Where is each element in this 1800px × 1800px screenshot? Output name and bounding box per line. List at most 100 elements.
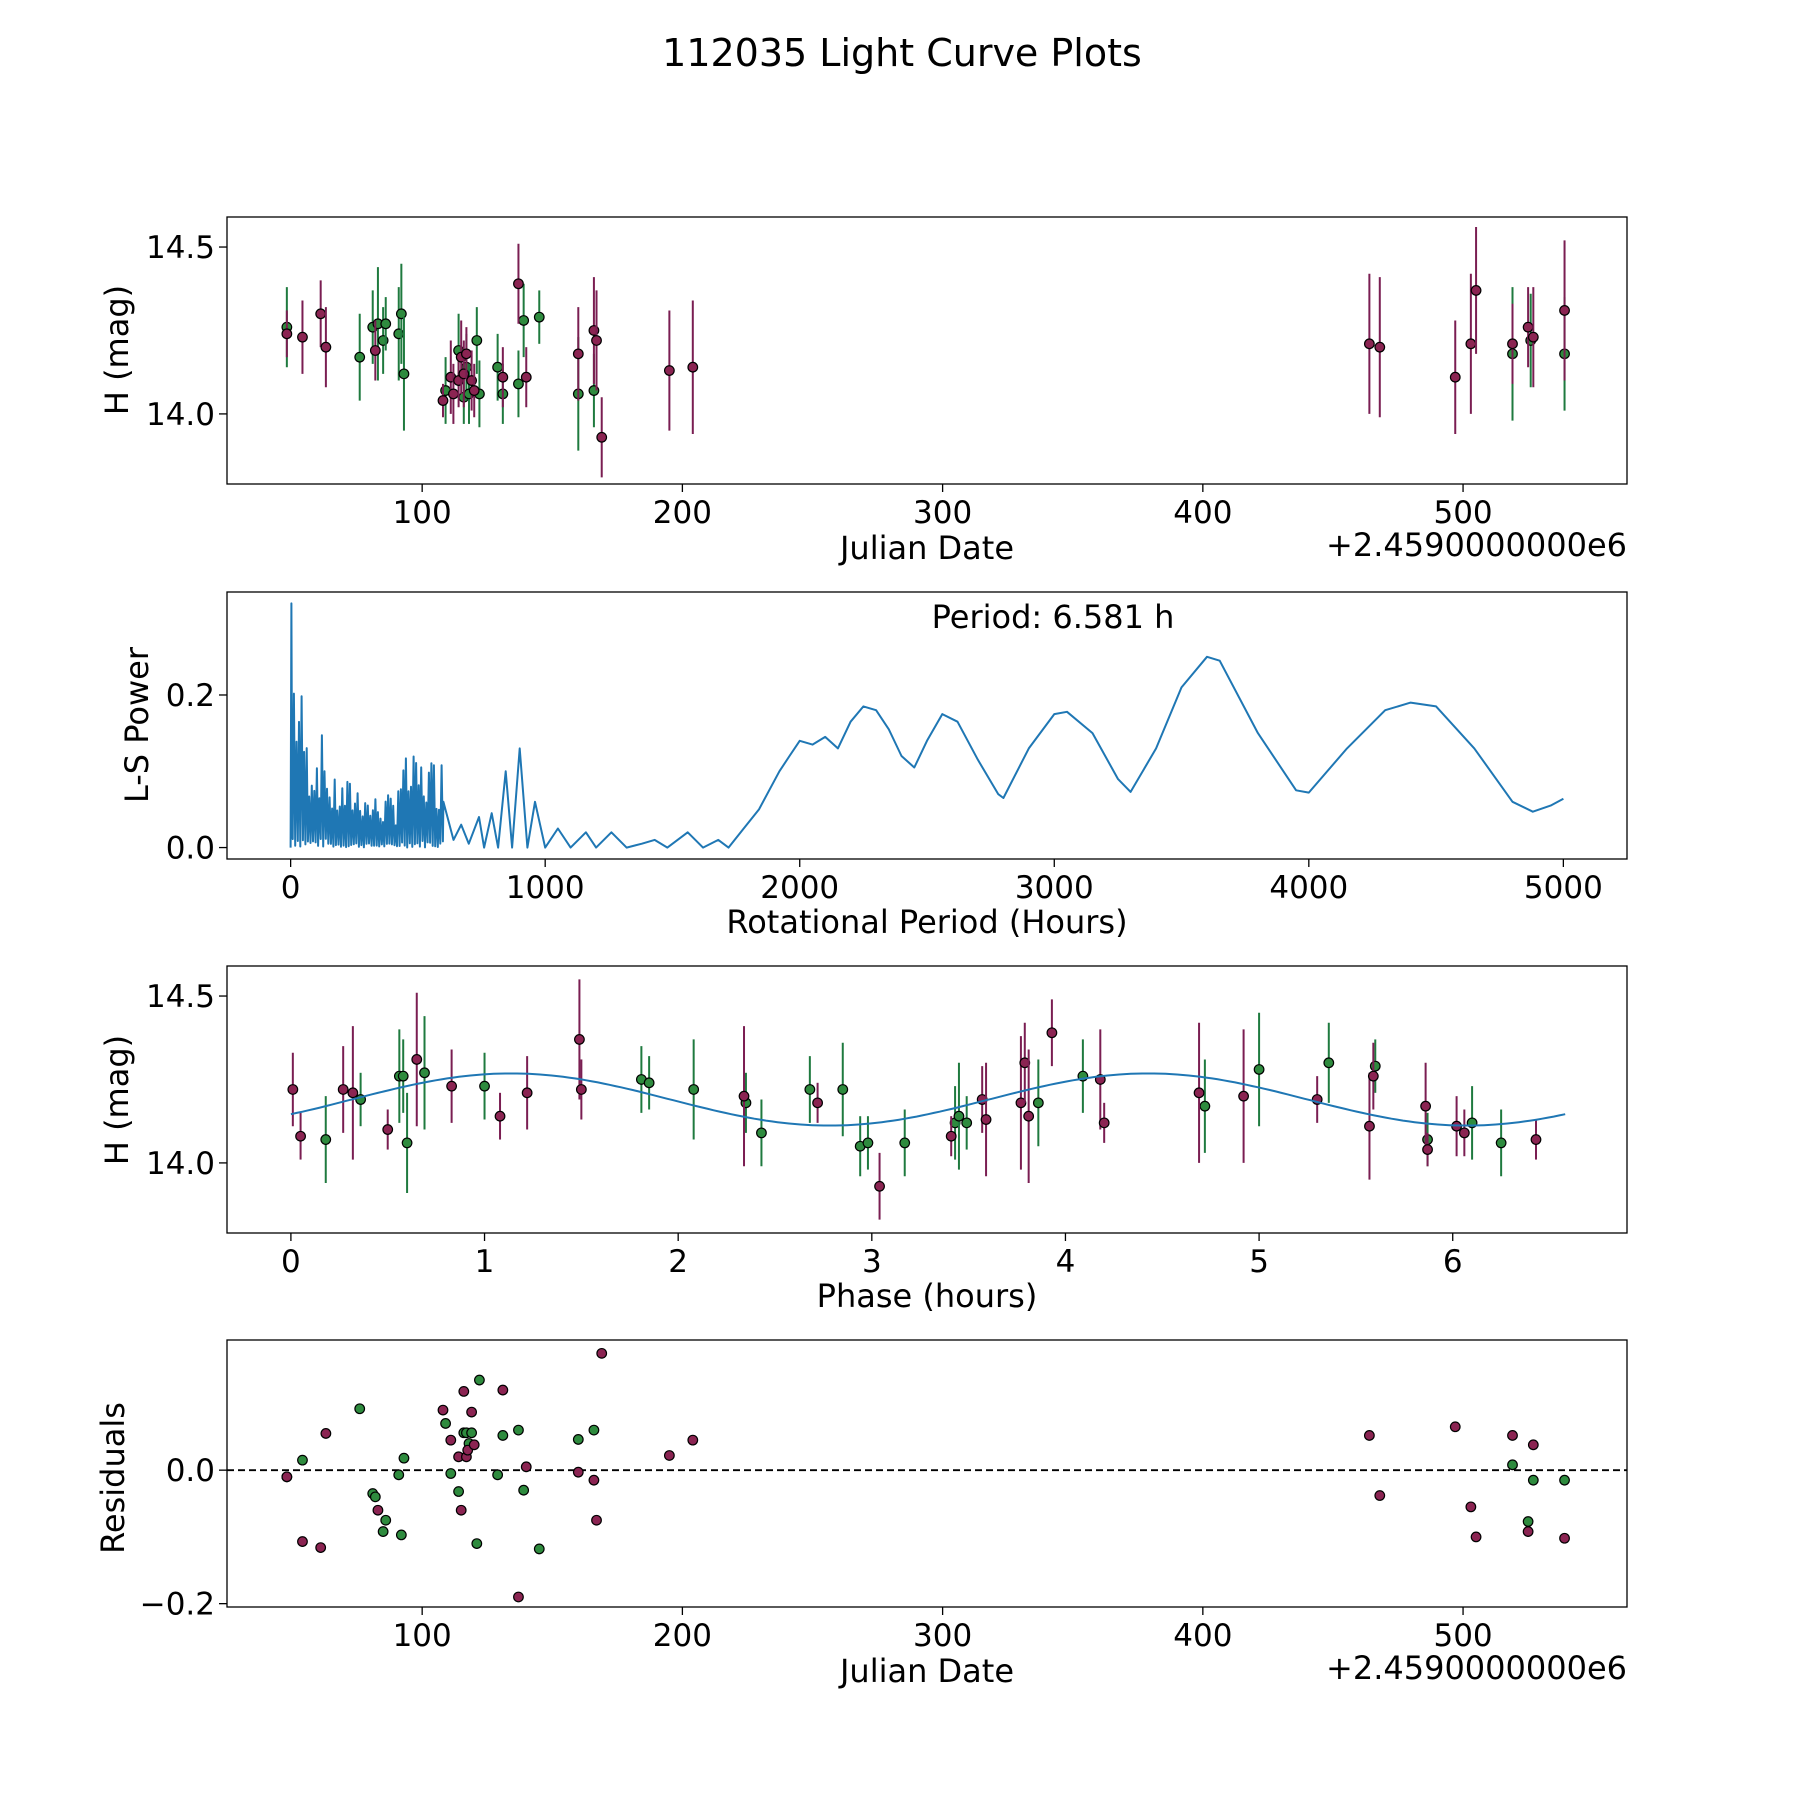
data-point [395,308,407,320]
data-point [497,1384,509,1396]
data-point [497,1430,509,1441]
data-point [1527,1474,1539,1486]
data-point [1470,1531,1482,1543]
data-point [380,318,392,330]
data-point [1032,1097,1044,1109]
x-tick-label: 500 [1433,495,1492,531]
raw-x-offset-label: +2.4590000000e6 [1326,526,1627,564]
x-tick-label: 200 [653,1618,712,1654]
data-point [377,1526,389,1537]
data-point [437,395,449,406]
data-point [281,1471,293,1483]
data-point [513,278,524,290]
data-point [474,1374,485,1386]
data-point [1323,1057,1335,1069]
data-point [320,1428,332,1439]
data-point [445,1468,457,1479]
data-point [572,348,584,360]
data-point [1369,1060,1381,1072]
data-point [492,1469,504,1481]
x-tick-label: 1000 [506,870,585,906]
data-point [455,1504,467,1516]
raw-plot-area [226,216,1628,485]
periodogram-line [289,602,1564,849]
data-point [347,1087,359,1099]
model-fit-curve [290,1072,1566,1127]
data-point [591,335,602,346]
data-point [533,311,545,323]
residuals-plot-area [226,1339,1628,1608]
data-point [468,1439,480,1451]
data-point [419,1067,430,1079]
x-tick-label: 400 [1173,495,1232,531]
y-tick-label: 14.0 [146,1146,215,1182]
data-point [320,341,332,353]
data-point [518,1484,530,1496]
residuals-x-axis-label: Julian Date [838,1652,1014,1690]
data-point [520,371,532,383]
y-tick-label: 14.5 [146,230,215,266]
residuals-panel: Julian Date Residuals +2.4590000000e6 10… [94,1339,1628,1690]
data-point [953,1110,965,1122]
data-point [411,1054,423,1065]
data-point [518,315,530,326]
y-tick-label: 14.5 [146,979,215,1015]
data-point [1449,371,1461,383]
data-point [453,1486,464,1497]
data-point [574,1034,585,1045]
data-point [445,1434,457,1446]
data-point [492,361,504,373]
data-point [874,1180,885,1192]
data-point [1363,338,1375,350]
data-point [458,1385,470,1397]
data-point [1422,1144,1433,1155]
data-point [588,1424,600,1436]
x-tick-label: 4 [1056,1244,1076,1280]
data-point [494,1110,506,1122]
data-point [354,351,366,363]
periodogram-panel: Period: 6.581 h Rotational Period (Hours… [118,591,1628,941]
x-tick-label: 6 [1443,1244,1463,1280]
data-point [533,1543,545,1555]
periodogram-x-axis-label: Rotational Period (Hours) [726,903,1127,941]
data-point [1458,1127,1470,1139]
data-point [297,1536,308,1547]
data-point [1507,338,1518,350]
data-point [862,1137,874,1149]
data-point [1530,1134,1542,1145]
data-point [398,368,410,380]
y-tick-label: 14.0 [146,397,215,433]
data-point [461,348,472,360]
data-point [572,1466,584,1478]
data-point [497,371,509,383]
data-point [440,1418,451,1429]
x-tick-label: 3000 [1015,870,1094,906]
data-point [1527,1439,1539,1451]
data-point [663,365,675,376]
data-point [354,1403,366,1415]
data-point [1023,1110,1035,1122]
data-point [596,1347,608,1359]
data-point [397,1070,409,1082]
data-point [521,1087,533,1099]
data-point [687,361,699,373]
data-point [398,1452,410,1464]
data-point [1449,1421,1461,1433]
data-point [479,1080,490,1092]
data-point [315,1542,327,1553]
y-tick-label: 0.2 [166,678,215,714]
x-tick-label: 200 [653,495,712,531]
x-tick-label: 100 [393,495,452,531]
data-point [1367,1070,1379,1082]
data-point [1363,1430,1375,1441]
data-point [369,345,381,356]
data-point [297,331,308,343]
data-point [756,1127,767,1139]
data-point [320,1134,332,1145]
data-point [471,1538,483,1549]
data-point [382,1124,394,1135]
y-tick-label: 0.0 [166,1453,215,1489]
data-point [688,1084,700,1095]
data-point [1507,1459,1518,1471]
